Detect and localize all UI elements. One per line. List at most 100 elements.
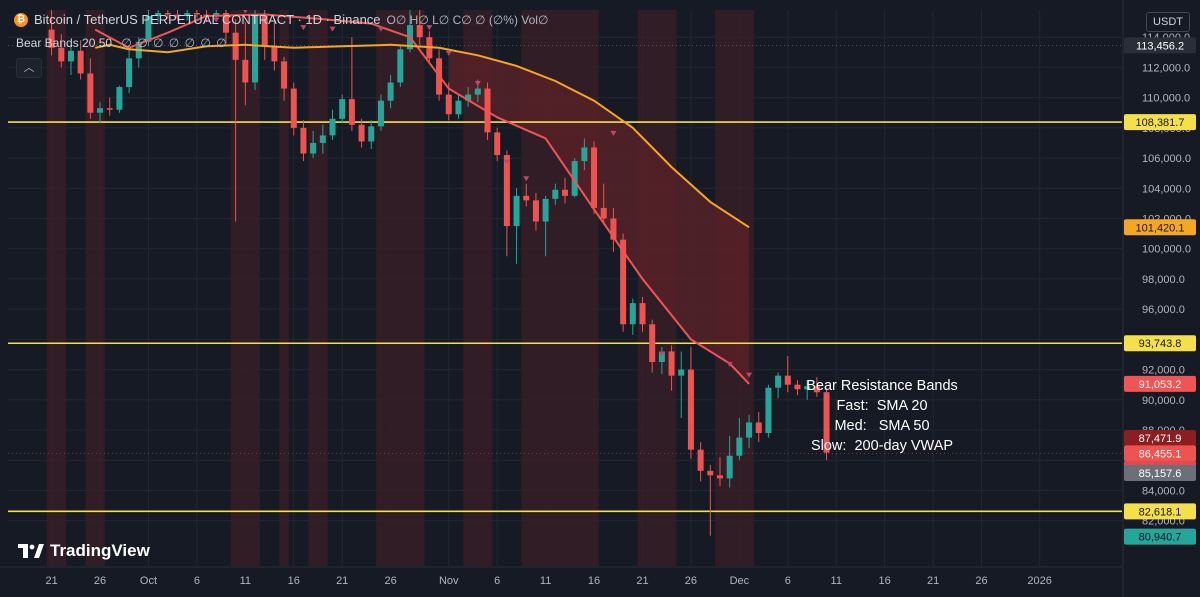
currency-button[interactable]: USDT [1146,12,1190,32]
indicator-label[interactable]: Bear Bands 20 50 [16,36,113,50]
candle-down [620,239,627,325]
chevron-up-icon[interactable]: ︿ [16,58,42,78]
price-label-badge [1124,335,1196,352]
candle-down [600,207,607,219]
x-tick-label: 21 [636,575,648,587]
x-tick-label: 26 [385,575,397,587]
y-tick-label: 98,000.0 [1142,274,1185,286]
candle-down [610,218,617,240]
symbol-header[interactable]: ₿ Bitcoin / TetherUS PERPETUAL CONTRACT … [14,12,548,27]
tradingview-logo-icon [18,544,44,558]
candle-down [358,124,365,142]
candle-up [629,303,636,325]
candle-down [164,13,171,15]
tradingview-logo[interactable]: TradingView [18,541,150,561]
indicator-legend[interactable]: Bear Bands 20 50 ∅ ∅ ∅ ∅ ∅ ∅ ∅ [16,36,228,50]
candle-up [775,375,782,388]
candle-up [726,455,733,479]
vwap-line [94,43,750,229]
x-tick-label: Nov [439,575,459,587]
annotation-title: Bear Resistance Bands [806,378,958,394]
annotation-fast: Fast: SMA 20 [836,398,928,414]
candles-group [48,10,830,536]
candle-down [416,25,423,38]
candle-up [736,437,743,456]
price-label-text: 82,618.1 [1139,506,1182,518]
price-label-text: 113,456.2 [1136,40,1184,52]
candle-down [77,50,84,74]
candle-down [445,94,452,115]
candle-down [193,13,200,15]
candle-up [252,16,259,83]
x-tick-label: 6 [494,575,500,587]
bear-signal-marker [503,159,510,165]
candle-up [67,50,74,62]
y-tick-label: 84,000.0 [1142,485,1185,497]
candle-down [591,147,598,208]
candle-down [813,386,820,393]
candle-up [552,189,559,199]
candle-up [571,161,578,196]
candle-up [397,49,404,83]
x-tick-label: 21 [927,575,939,587]
bear-signal-marker [746,372,753,378]
candle-down [784,375,791,385]
x-tick-label: 6 [194,575,200,587]
candle-up [513,195,520,227]
candle-up [542,198,549,222]
symbol-title[interactable]: Bitcoin / TetherUS PERPETUAL CONTRACT · … [34,12,381,27]
candle-up [97,108,104,113]
candle-down [106,108,113,110]
candle-down [561,189,569,196]
candle-down [281,61,288,89]
candle-down [707,470,714,476]
candle-down [755,422,762,434]
x-tick-label: Dec [730,575,750,587]
annotation-slow: Slow: 200-day VWAP [810,438,954,454]
indicator-values: ∅ ∅ ∅ ∅ ∅ ∅ ∅ [121,36,228,50]
candle-up [339,99,346,119]
candle-down [668,351,675,376]
x-tick-label: 26 [975,575,987,587]
y-tick-label: 112,000.0 [1142,62,1190,74]
candle-down [532,200,539,222]
candle-down [687,369,694,450]
y-tick-label: 90,000.0 [1142,395,1185,407]
bear-zone [279,10,289,566]
candle-down [242,59,249,83]
candle-up [455,100,462,115]
candle-up [474,88,481,95]
x-tick-label: 11 [540,575,551,587]
bear-zone [85,10,105,566]
bear-signal-marker [610,130,617,136]
candle-down [794,384,801,390]
y-tick-label: 106,000.0 [1142,153,1191,165]
candle-up [658,351,665,363]
candle-up [155,13,162,17]
candle-down [494,132,501,156]
y-tick-label: 110,000.0 [1142,93,1190,105]
candle-down [271,46,278,62]
x-tick-label: 6 [785,575,791,587]
price-label-badge [1124,114,1196,131]
price-label-badge [1124,503,1196,520]
candle-down [523,195,530,201]
x-tick-label: 21 [336,575,348,587]
x-tick-label: 21 [45,575,57,587]
candle-down [87,73,94,113]
bear-signal-marker [377,26,384,32]
bear-signal-marker [426,25,433,31]
y-tick-label: 100,000.0 [1142,244,1191,256]
candle-down [232,32,239,60]
price-label-text: 91,053.2 [1139,379,1182,391]
x-tick-label: Oct [140,575,157,587]
bear-signal-marker [213,17,220,23]
candle-up [465,94,472,101]
x-tick-label: 16 [879,575,891,587]
candle-up [116,87,123,110]
bear-signal-marker [329,26,336,32]
candle-down [222,13,229,33]
candle-up [804,386,811,390]
